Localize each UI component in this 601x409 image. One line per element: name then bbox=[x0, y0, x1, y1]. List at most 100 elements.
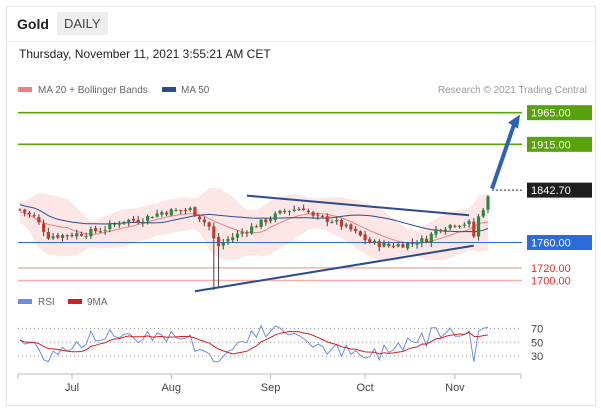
candle-body bbox=[302, 208, 306, 211]
last-price-tag bbox=[527, 182, 592, 198]
credit-text: Research © 2021 Trading Central bbox=[438, 85, 587, 96]
candle-body bbox=[325, 216, 329, 222]
candle-body bbox=[94, 228, 98, 232]
x-tick-label: Aug bbox=[161, 382, 181, 394]
candle-body bbox=[141, 221, 145, 224]
rsi-level-label-2: 30 bbox=[531, 351, 543, 363]
candle-body bbox=[198, 216, 202, 220]
ma9-legend-swatch bbox=[68, 299, 82, 304]
level-tag-1 bbox=[527, 136, 592, 152]
candle-body bbox=[183, 209, 188, 211]
x-axis-ticks: Jul Aug Sep Oct Nov bbox=[17, 374, 522, 394]
candle-body bbox=[146, 216, 150, 221]
candle-body bbox=[216, 237, 221, 246]
candle-body bbox=[429, 233, 433, 243]
x-tick-label: Oct bbox=[357, 382, 374, 394]
candle-body bbox=[70, 234, 74, 237]
candle-body bbox=[396, 244, 400, 247]
candle-body bbox=[188, 208, 192, 210]
candle-body bbox=[391, 245, 396, 247]
candle-body bbox=[320, 215, 325, 217]
candle-body bbox=[122, 221, 126, 224]
candle-body bbox=[169, 209, 173, 216]
candle-body bbox=[481, 210, 485, 217]
candle-body bbox=[335, 220, 339, 222]
period-tab[interactable]: DAILY bbox=[57, 12, 108, 35]
candle-body bbox=[164, 212, 169, 215]
rsi-legend-label: RSI bbox=[38, 297, 55, 308]
candle-body bbox=[46, 232, 50, 239]
ma20-line bbox=[19, 211, 489, 245]
bollinger-band-area bbox=[20, 187, 488, 262]
candle-body bbox=[354, 228, 358, 231]
candle-body bbox=[37, 217, 41, 223]
candle-body bbox=[174, 210, 178, 212]
candle-body bbox=[231, 237, 235, 241]
candle-body bbox=[150, 217, 154, 219]
rsi-level-label-0: 70 bbox=[531, 323, 543, 335]
candle-body bbox=[297, 209, 301, 211]
candle-body bbox=[268, 219, 273, 222]
candle-body bbox=[89, 229, 93, 237]
candle-body bbox=[235, 233, 240, 238]
candle-body bbox=[401, 244, 405, 248]
candle-body bbox=[117, 224, 121, 226]
candle-body bbox=[207, 222, 211, 227]
ma50-legend-swatch bbox=[162, 87, 176, 92]
candle-body bbox=[108, 223, 112, 230]
projection-arrow-head bbox=[508, 114, 520, 129]
rsi-legend-swatch bbox=[18, 299, 32, 304]
candle-body bbox=[363, 234, 367, 241]
trendline-lower bbox=[194, 244, 474, 293]
candle-body bbox=[311, 212, 315, 216]
trendline-upper bbox=[246, 194, 470, 217]
candle-body bbox=[330, 221, 334, 223]
candle-body bbox=[51, 236, 55, 239]
candle-body bbox=[112, 224, 117, 226]
candle-body bbox=[339, 219, 344, 227]
candle-body bbox=[415, 243, 419, 245]
candle-body bbox=[155, 213, 159, 217]
candle-body bbox=[462, 224, 466, 226]
candle-body bbox=[264, 219, 268, 223]
candle-body bbox=[273, 213, 277, 221]
level-label-1: 1915.00 bbox=[531, 139, 571, 151]
candle-body bbox=[259, 219, 263, 227]
candle-body bbox=[283, 210, 287, 212]
candle-body bbox=[387, 243, 391, 246]
candlesticks bbox=[18, 194, 490, 290]
candle-body bbox=[349, 224, 353, 230]
candle-body bbox=[406, 243, 410, 249]
candle-body bbox=[287, 211, 292, 213]
candle-body bbox=[424, 238, 429, 243]
candle-body bbox=[127, 219, 131, 222]
candle-body bbox=[476, 216, 481, 237]
level-label-3: 1720.00 bbox=[531, 263, 571, 275]
candle-body bbox=[202, 219, 206, 223]
projection-arrow-shaft bbox=[490, 124, 516, 190]
candle-body bbox=[98, 231, 102, 233]
bollinger-bands bbox=[20, 187, 488, 262]
candle-body bbox=[79, 233, 84, 236]
candle-body bbox=[160, 212, 164, 215]
candle-body bbox=[306, 210, 310, 213]
x-tick-label: Jul bbox=[65, 382, 79, 394]
candle-body bbox=[75, 233, 79, 237]
level-tag-2 bbox=[527, 235, 592, 250]
level-tag-0 bbox=[527, 105, 592, 121]
candle-body bbox=[448, 224, 452, 229]
candle-body bbox=[179, 210, 183, 212]
candle-body bbox=[103, 230, 107, 232]
candle-body bbox=[226, 239, 230, 242]
candle-body bbox=[27, 212, 32, 215]
candle-body bbox=[65, 235, 69, 237]
candle-body bbox=[278, 210, 282, 214]
candle-body bbox=[221, 242, 225, 246]
rsi-ma9-line bbox=[19, 330, 489, 355]
candle-body bbox=[453, 225, 457, 227]
ma20-legend-swatch bbox=[18, 87, 32, 92]
rsi-level-label-1: 50 bbox=[531, 337, 543, 349]
candle-body bbox=[42, 223, 46, 232]
